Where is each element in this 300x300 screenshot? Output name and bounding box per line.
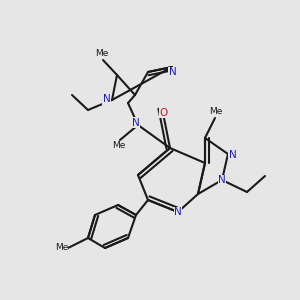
- Text: N: N: [169, 68, 176, 77]
- Text: Me: Me: [95, 49, 108, 58]
- Text: N: N: [103, 94, 110, 104]
- Text: O: O: [159, 107, 168, 118]
- Text: N: N: [174, 207, 182, 217]
- Text: N: N: [229, 151, 236, 160]
- Text: Me: Me: [55, 244, 68, 253]
- Text: N: N: [132, 118, 140, 128]
- Text: Me: Me: [112, 141, 125, 150]
- Text: Me: Me: [209, 107, 222, 116]
- Text: N: N: [218, 175, 226, 185]
